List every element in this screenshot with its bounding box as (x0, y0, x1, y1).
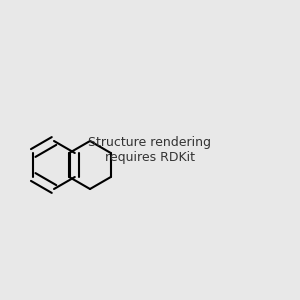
Text: Structure rendering
requires RDKit: Structure rendering requires RDKit (88, 136, 212, 164)
